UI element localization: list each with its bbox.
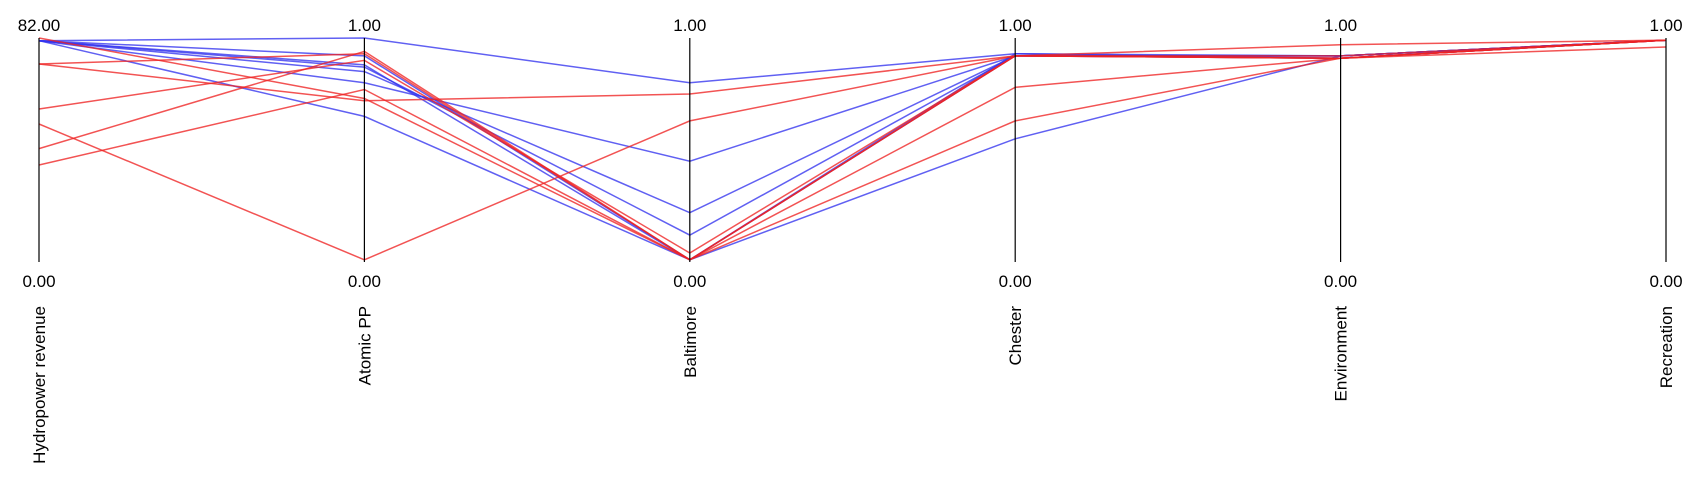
axis-label: Atomic PP bbox=[355, 306, 374, 385]
axis-min-tick-label: 0.00 bbox=[673, 272, 706, 291]
axis-min-tick-label: 0.00 bbox=[999, 272, 1032, 291]
series-line-red-14 bbox=[38, 37, 1667, 261]
axes: 82.00 0.00 Hydropower revenue 1.00 0.00 Atomi… bbox=[18, 16, 1683, 464]
axis-label: Chester bbox=[1006, 306, 1025, 366]
axis-max-tick-label: 1.00 bbox=[673, 16, 706, 35]
series-line-red-10 bbox=[38, 39, 1667, 254]
axis-5: 1.00 0.00 Environment bbox=[1324, 16, 1357, 401]
axis-max-tick-label: 1.00 bbox=[1649, 16, 1682, 35]
axis-6: 1.00 0.00 Recreation bbox=[1649, 16, 1682, 388]
series-lines bbox=[38, 37, 1667, 261]
axis-max-tick-label: 82.00 bbox=[18, 16, 61, 35]
axis-min-tick-label: 0.00 bbox=[1649, 272, 1682, 291]
series-line-red-12 bbox=[38, 46, 1667, 261]
series-line-red-13 bbox=[38, 39, 1667, 261]
axis-min-tick-label: 0.00 bbox=[348, 272, 381, 291]
axis-label: Environment bbox=[1332, 306, 1351, 402]
axis-3: 1.00 0.00 Baltimore bbox=[673, 16, 706, 378]
axis-max-tick-label: 1.00 bbox=[348, 16, 381, 35]
axis-min-tick-label: 0.00 bbox=[22, 272, 55, 291]
series-line-blue-3 bbox=[38, 39, 1667, 214]
axis-min-tick-label: 0.00 bbox=[1324, 272, 1357, 291]
axis-max-tick-label: 1.00 bbox=[999, 16, 1032, 35]
axis-2: 1.00 0.00 Atomic PP bbox=[348, 16, 381, 385]
axis-1: 82.00 0.00 Hydropower revenue bbox=[18, 16, 61, 464]
axis-label: Baltimore bbox=[681, 306, 700, 378]
series-line-blue-4 bbox=[38, 39, 1667, 236]
series-line-red-9 bbox=[38, 39, 1667, 102]
axis-max-tick-label: 1.00 bbox=[1324, 16, 1357, 35]
axis-label: Recreation bbox=[1657, 306, 1676, 388]
axis-4: 1.00 0.00 Chester bbox=[999, 16, 1032, 366]
axis-label: Hydropower revenue bbox=[30, 306, 49, 464]
